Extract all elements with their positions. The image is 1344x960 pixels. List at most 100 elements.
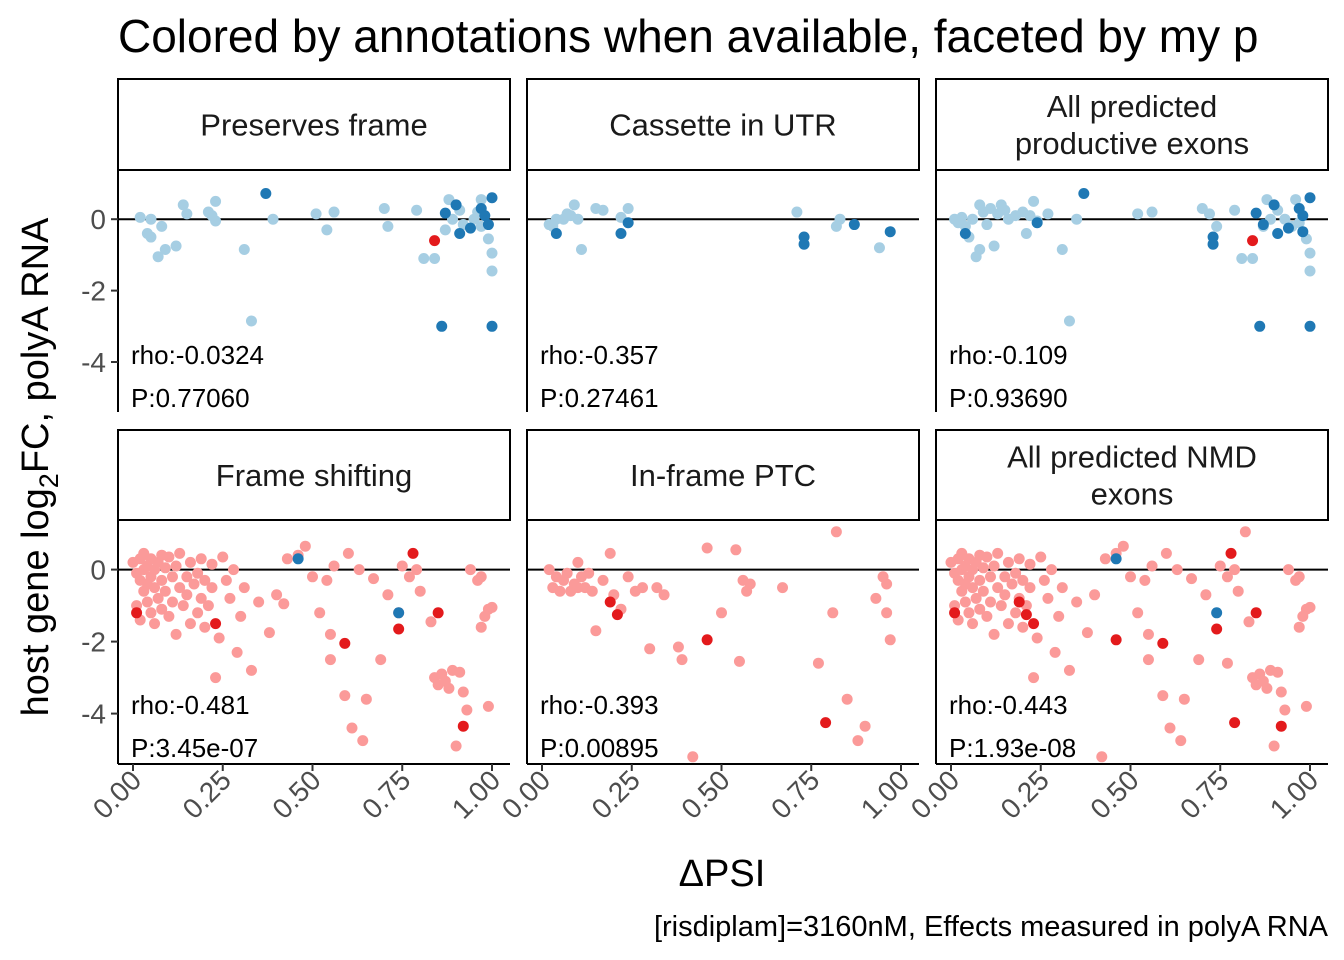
y-tick-label: -2 <box>81 276 106 307</box>
data-point-pink <box>881 578 893 590</box>
data-point-pink <box>382 589 394 601</box>
data-point-pink <box>1171 564 1183 576</box>
data-point-red <box>701 634 713 646</box>
data-point-pink <box>271 589 283 601</box>
data-point-dark-blue <box>436 320 448 332</box>
data-point-pink <box>181 589 193 601</box>
data-point-dark-blue <box>1254 320 1266 332</box>
data-point-pink <box>210 672 222 684</box>
data-point-pink <box>411 564 423 576</box>
data-point-pink <box>730 544 742 556</box>
data-point-light-blue <box>310 208 322 220</box>
data-point-light-blue <box>429 252 441 264</box>
data-point-pink <box>177 600 189 612</box>
data-point-light-blue <box>475 194 487 206</box>
facet-panel-1: Preserves frame 0 -2 -4 rho:-0.0324 P:0.77060 <box>81 78 511 413</box>
data-point-red <box>1013 596 1025 608</box>
data-point-pink <box>324 628 336 640</box>
data-point-pink <box>245 664 257 676</box>
data-point-pink <box>202 600 214 612</box>
data-point-pink <box>1046 564 1058 576</box>
data-point-pink <box>454 666 466 678</box>
data-point-pink <box>1017 574 1029 586</box>
data-point-pink <box>188 578 200 590</box>
data-point-pink <box>368 573 380 585</box>
data-point-pink <box>1282 564 1294 576</box>
x-tick-label: 0.50 <box>266 764 326 824</box>
data-point-pink <box>228 564 240 576</box>
data-point-pink <box>827 607 839 619</box>
data-point-pink <box>974 603 986 615</box>
data-point-dark-blue <box>450 199 462 211</box>
data-point-pink <box>1142 654 1154 666</box>
rho-annotation: rho:-0.393 <box>540 690 659 720</box>
y-tick-label: -2 <box>81 627 106 658</box>
data-point-light-blue <box>382 220 394 232</box>
data-point-red <box>210 618 222 630</box>
data-point-pink <box>852 735 864 747</box>
data-point-pink <box>644 643 656 655</box>
data-point-pink <box>174 547 186 559</box>
data-point-pink <box>977 562 989 574</box>
data-point-pink <box>554 585 566 597</box>
data-point-pink <box>360 693 372 705</box>
data-point-light-blue <box>575 244 587 256</box>
data-point-pink <box>777 582 789 594</box>
data-point-pink <box>403 571 415 583</box>
data-point-pink <box>970 592 982 604</box>
data-point-pink <box>687 751 699 763</box>
data-point-pink <box>486 601 498 613</box>
data-point-pink <box>1160 547 1172 559</box>
data-point-dark-blue <box>550 227 562 239</box>
data-point-red <box>604 596 616 608</box>
data-point-pink <box>1010 567 1022 579</box>
facet-panels: Preserves frame 0 -2 -4 rho:-0.0324 P:0.77060… <box>81 78 1329 825</box>
data-point-light-blue <box>482 233 494 245</box>
data-point-light-blue <box>245 315 257 327</box>
data-point-red <box>429 235 441 247</box>
data-point-light-blue <box>1229 204 1241 216</box>
data-point-light-blue <box>1042 208 1054 220</box>
x-tick-label: 0.00 <box>496 764 556 824</box>
data-point-light-blue <box>170 240 182 252</box>
p-value-annotation: P:0.00895 <box>540 733 659 763</box>
data-point-dark-blue <box>1110 553 1122 565</box>
data-point-light-blue <box>974 244 986 256</box>
data-point-red <box>432 607 444 619</box>
rho-annotation: rho:-0.0324 <box>131 340 264 370</box>
data-point-pink <box>1268 740 1280 752</box>
data-point-light-blue <box>1071 213 1083 225</box>
data-point-pink <box>583 567 595 579</box>
data-point-red <box>1211 623 1223 635</box>
data-point-light-blue <box>181 208 193 220</box>
data-point-pink <box>1063 664 1075 676</box>
data-point-pink <box>192 607 204 619</box>
x-tick-label: 1.00 <box>855 764 915 824</box>
data-point-pink <box>192 567 204 579</box>
data-point-dark-blue <box>479 210 491 222</box>
data-point-pink <box>231 646 243 658</box>
data-point-light-blue <box>177 199 189 211</box>
data-point-pink <box>353 564 365 576</box>
data-point-dark-blue <box>1031 217 1043 229</box>
data-point-dark-blue <box>486 320 498 332</box>
data-point-pink <box>475 571 487 583</box>
data-point-pink <box>159 562 171 574</box>
data-point-pink <box>464 564 476 576</box>
data-point-pink <box>984 596 996 608</box>
y-axis-label: host gene log2FC, polyA RNA <box>15 217 64 716</box>
data-point-light-blue <box>145 231 157 243</box>
data-point-light-blue <box>134 211 146 223</box>
data-point-dark-blue <box>848 219 860 231</box>
data-point-pink <box>988 628 1000 640</box>
data-point-light-blue <box>956 211 968 223</box>
data-point-light-blue <box>1132 208 1144 220</box>
data-point-dark-blue <box>439 207 451 219</box>
x-tick-label: 1.00 <box>446 764 506 824</box>
data-point-pink <box>1017 621 1029 633</box>
data-point-pink <box>174 582 186 594</box>
data-point-pink <box>475 621 487 633</box>
data-point-pink <box>149 582 161 594</box>
facet-strip-box <box>935 429 1329 521</box>
